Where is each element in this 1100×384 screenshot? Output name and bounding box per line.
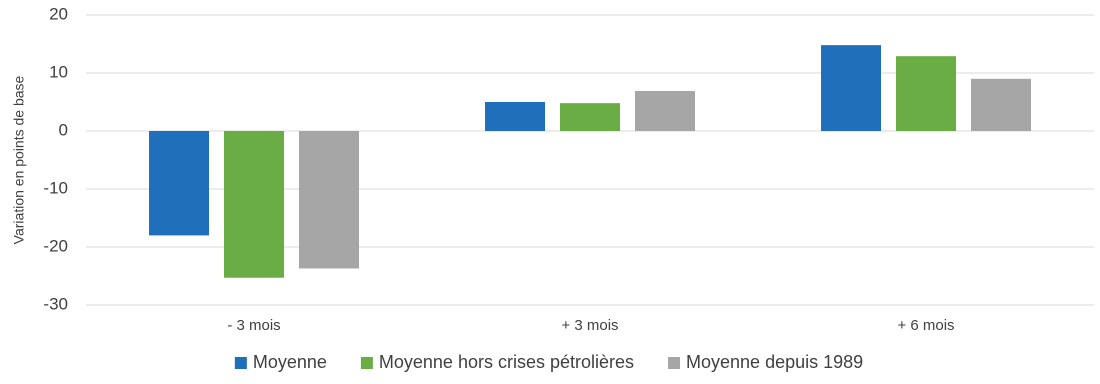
y-tick-label: 10 <box>49 62 68 81</box>
bar <box>560 103 620 131</box>
bar <box>224 131 284 278</box>
legend-label: Moyenne depuis 1989 <box>686 352 863 372</box>
y-tick-label: -20 <box>43 236 68 255</box>
bar <box>485 102 545 131</box>
bar <box>971 78 1031 131</box>
bar <box>635 90 695 131</box>
legend-label: Moyenne hors crises pétrolières <box>379 352 634 372</box>
bar <box>149 131 209 236</box>
legend-swatch <box>234 357 247 369</box>
x-tick-label: - 3 mois <box>227 317 280 334</box>
legend-swatch <box>360 357 373 369</box>
legend-swatch <box>668 357 681 369</box>
bar <box>896 56 956 131</box>
x-tick-label: + 6 mois <box>897 317 954 334</box>
x-tick-label: + 3 mois <box>561 317 618 334</box>
y-tick-label: 0 <box>59 120 68 139</box>
y-tick-label: 20 <box>49 4 68 23</box>
y-tick-label: -10 <box>43 178 68 197</box>
bar <box>299 131 359 269</box>
y-tick-label: -30 <box>43 294 68 313</box>
legend-label: Moyenne <box>253 352 327 372</box>
bar <box>821 45 881 131</box>
y-axis-title: Variation en points de base <box>11 75 27 244</box>
